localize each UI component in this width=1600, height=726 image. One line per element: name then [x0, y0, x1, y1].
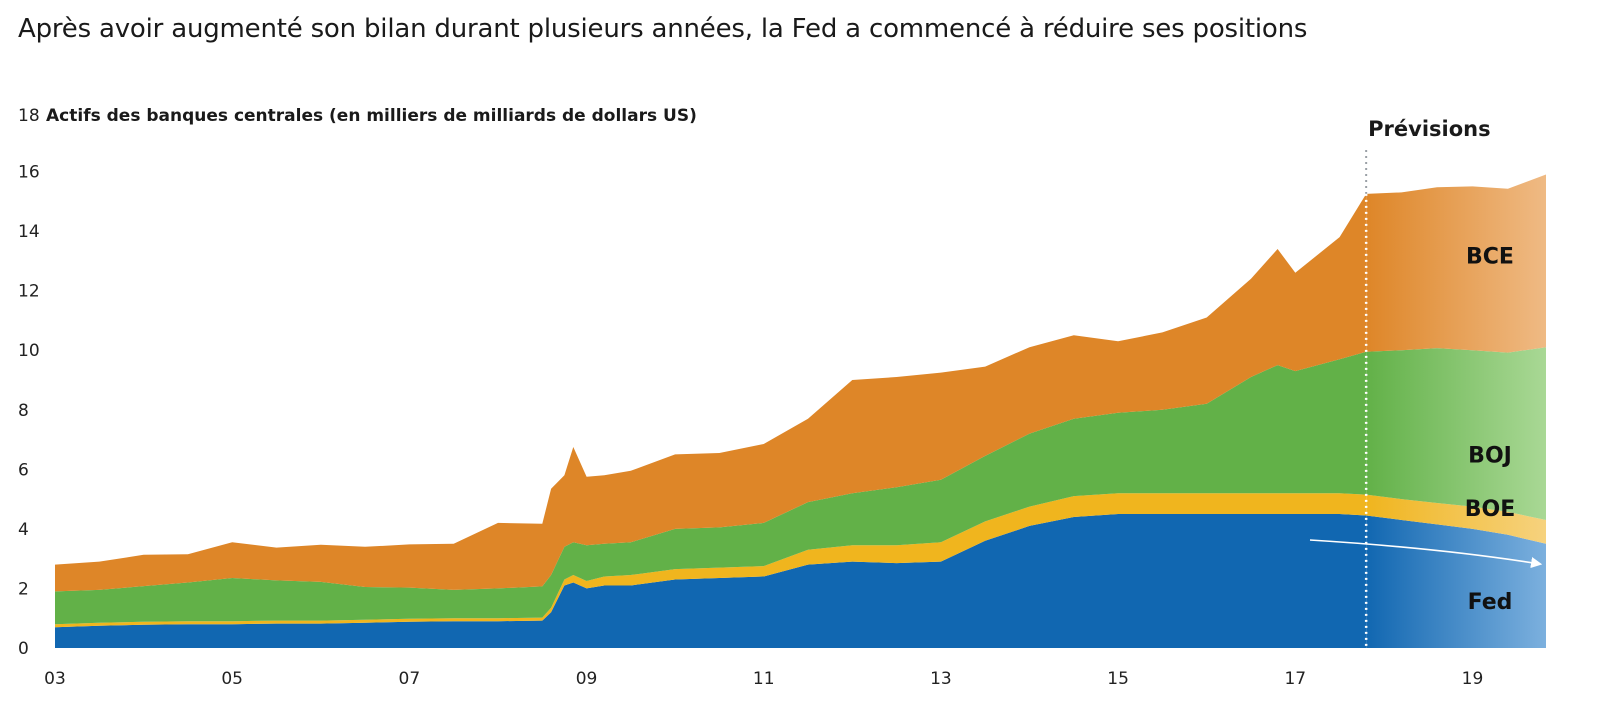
- series-label-bce: BCE: [1466, 245, 1514, 270]
- area-boj-historical: [55, 351, 1367, 625]
- x-tick-label: 09: [576, 669, 598, 689]
- x-axis: 03 05 07 09 11 13 15 17 19: [44, 669, 1483, 689]
- series-label-boj: BOJ: [1468, 443, 1512, 468]
- fed-trend-arrow: [1309, 539, 1543, 569]
- x-tick-label: 17: [1284, 669, 1306, 689]
- y-axis-label: Actifs des banques centrales (en millier…: [46, 106, 697, 126]
- area-boe-forecast: [1366, 494, 1546, 544]
- series-label-boe: BOE: [1465, 497, 1516, 522]
- y-tick-label: 4: [18, 520, 29, 540]
- area-boj-forecast: [1366, 347, 1546, 520]
- y-tick-label: 16: [18, 163, 40, 183]
- y-axis: 0 2 4 6 8 10 12 14 16 18: [18, 106, 40, 659]
- y-tick-label: 14: [18, 222, 40, 242]
- area-bce-historical: [55, 193, 1367, 592]
- forecast-group: Prévisions: [1309, 117, 1543, 648]
- x-tick-label: 19: [1462, 669, 1484, 689]
- y-tick-label: 10: [18, 341, 40, 361]
- area-bce-forecast: [1366, 174, 1546, 353]
- x-tick-label: 03: [44, 669, 66, 689]
- x-tick-label: 13: [930, 669, 952, 689]
- y-tick-label: 8: [18, 401, 29, 421]
- x-tick-label: 07: [399, 669, 421, 689]
- x-tick-label: 11: [753, 669, 775, 689]
- y-tick-label: 12: [18, 282, 40, 302]
- y-tick-label: 2: [18, 579, 29, 599]
- area-fed-historical: [55, 514, 1367, 648]
- series-label-fed: Fed: [1468, 590, 1513, 615]
- forecast-label: Prévisions: [1368, 117, 1490, 141]
- area-series-group: [55, 174, 1546, 648]
- chart-title: Après avoir augmenté son bilan durant pl…: [18, 14, 1308, 44]
- area-boe-historical: [55, 493, 1367, 628]
- y-tick-label: 6: [18, 460, 29, 480]
- y-tick-label: 18: [18, 106, 40, 126]
- y-tick-label: 0: [18, 639, 29, 659]
- x-tick-label: 05: [221, 669, 243, 689]
- x-tick-label: 15: [1107, 669, 1129, 689]
- series-labels: BCE BOJ BOE Fed: [1465, 245, 1516, 615]
